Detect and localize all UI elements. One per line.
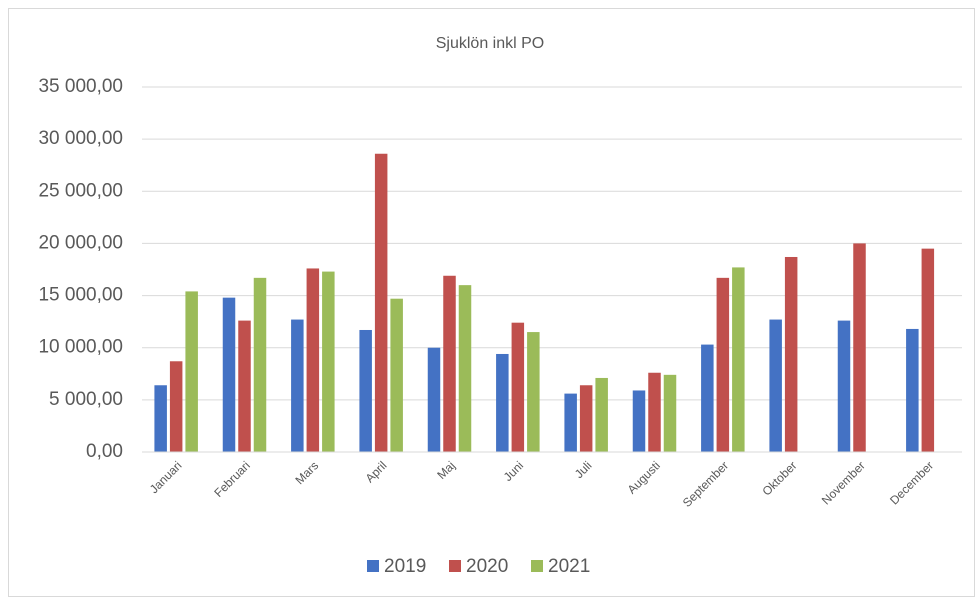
bar xyxy=(306,268,320,452)
bar xyxy=(359,329,372,452)
bar xyxy=(579,385,593,452)
bar xyxy=(222,297,236,452)
bar xyxy=(154,385,167,452)
chart-frame xyxy=(8,8,975,597)
bar xyxy=(374,153,388,452)
y-tick-label: 10 000,00 xyxy=(38,337,123,358)
y-tick-label: 20 000,00 xyxy=(38,232,123,253)
y-tick-label: 25 000,00 xyxy=(38,180,123,201)
bar xyxy=(906,328,919,452)
bar xyxy=(716,277,730,452)
bar xyxy=(511,322,525,452)
bar xyxy=(291,319,304,452)
bar xyxy=(169,361,183,452)
bar xyxy=(701,344,714,452)
bar xyxy=(663,374,677,452)
y-tick-label: 0,00 xyxy=(86,441,123,462)
legend-label: 2019 xyxy=(384,556,426,577)
bar xyxy=(784,256,798,452)
bar xyxy=(595,377,608,452)
y-tick-label: 15 000,00 xyxy=(38,285,123,306)
chart-title: Sjuklön inkl PO xyxy=(436,35,545,52)
legend-swatch xyxy=(531,560,543,572)
bar xyxy=(185,291,198,452)
bar xyxy=(527,332,540,452)
bar xyxy=(390,298,403,452)
bar xyxy=(564,393,577,452)
bar xyxy=(921,248,935,452)
bar xyxy=(496,353,509,452)
y-tick-label: 35 000,00 xyxy=(38,76,123,97)
y-tick-label: 30 000,00 xyxy=(38,128,123,149)
legend-swatch xyxy=(367,560,379,572)
legend-label: 2020 xyxy=(466,556,508,577)
bar xyxy=(853,243,866,452)
bar xyxy=(458,285,472,452)
bar xyxy=(253,277,267,452)
bar xyxy=(732,267,745,452)
bar xyxy=(632,390,646,452)
bar xyxy=(648,372,661,452)
bar xyxy=(238,320,251,452)
bar xyxy=(837,320,851,452)
bar xyxy=(322,271,335,452)
bar xyxy=(443,275,456,452)
bar xyxy=(769,319,782,452)
bar xyxy=(427,347,441,452)
legend-label: 2021 xyxy=(548,556,590,577)
legend-swatch xyxy=(449,560,461,572)
y-tick-label: 5 000,00 xyxy=(49,389,123,410)
